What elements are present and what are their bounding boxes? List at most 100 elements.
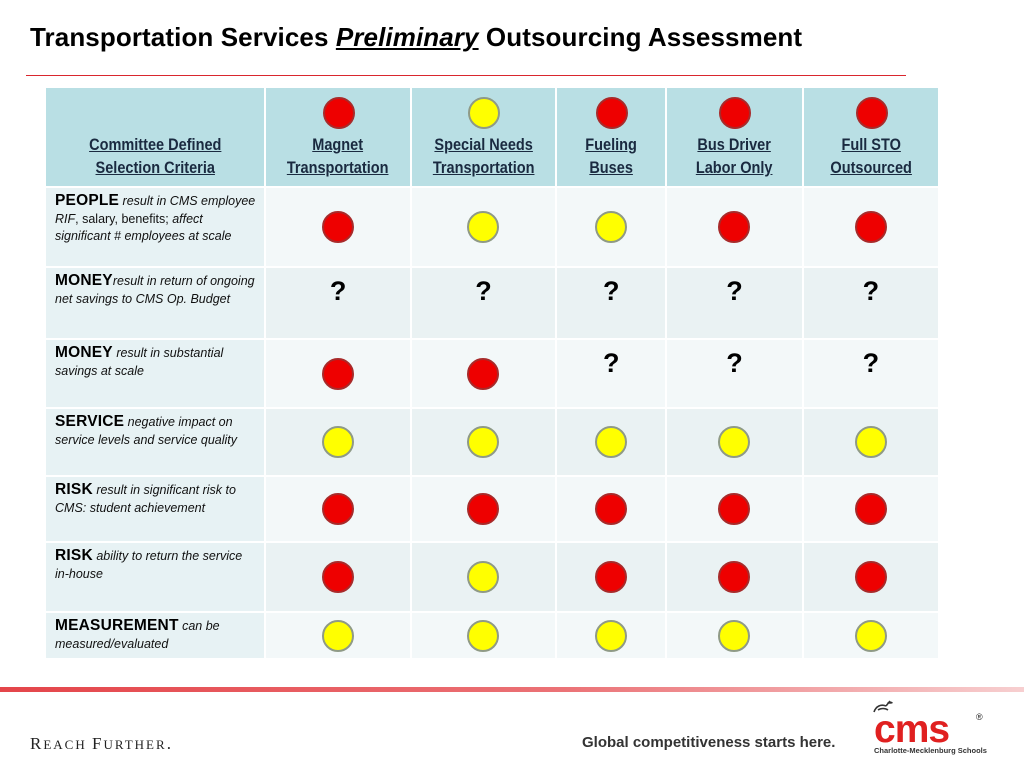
unknown-rating: ? [726,348,743,378]
unknown-rating: ? [602,348,620,378]
rating-cell [266,477,410,541]
criteria-header-line-2: Selection Criteria [95,159,215,177]
criterion-description: result in return of ongoing net savings … [55,274,255,306]
criterion-description: ability to return the service in-house [55,549,243,581]
status-dot-yellow [322,619,355,652]
status-dot-red [322,493,355,525]
rating-cell [803,409,938,475]
rating-cell: ? [667,340,802,407]
status-dot-yellow [467,211,500,243]
status-dot-yellow [718,426,751,458]
criteria-column-header: Committee Defined Selection Criteria [46,88,265,186]
assessment-table: Committee Defined Selection Criteria Mag… [44,86,940,660]
status-dot-yellow [467,561,500,593]
column-label-line-1: Magnet [312,136,364,154]
criteria-header-line-1: Committee Defined [89,136,222,154]
column-header-full-sto: Full STO Outsourced [803,88,938,186]
rating-cell [266,543,410,611]
column-label-line-1: Full STO [841,136,901,154]
status-dot-red [854,211,887,243]
rating-cell [803,188,938,266]
status-dot-red [595,561,628,593]
rating-cell: ? [803,268,938,338]
status-dot-red [595,493,628,525]
status-dot-red [718,493,751,525]
criterion-measurement: MEASUREMENT can be measured/evaluated [46,613,265,658]
rating-cell [411,340,556,407]
column-header-bus-driver: Bus Driver Labor Only [667,88,802,186]
criterion-risk-return: RISK ability to return the service in-ho… [46,543,265,611]
criterion-money-return: MONEYresult in return of ongoing net sav… [46,268,265,338]
criterion-keyword: MONEY [55,272,113,289]
page-title: Transportation Services Preliminary Outs… [30,22,1010,53]
rating-cell [411,188,556,266]
status-dot-red [467,493,500,525]
rating-cell [803,543,938,611]
status-dot-yellow [854,619,887,652]
rating-cell [803,477,938,541]
tagline-cap: F [91,734,104,753]
table-row: RISK result in significant risk to CMS: … [46,477,938,541]
apple-icon [873,700,893,713]
tagline-cap: R [30,734,44,753]
status-dot-yellow [595,211,628,243]
status-dot-red [719,97,752,129]
rating-cell [667,409,802,475]
status-dot-yellow [595,619,628,652]
column-header-fueling: Fueling Buses [557,88,666,186]
column-label-line-2: Transportation [432,159,535,177]
rating-cell [667,613,802,658]
rating-cell [411,613,556,658]
tagline-small: EACH [43,737,92,752]
rating-cell: ? [411,268,556,338]
status-dot-red [718,561,751,593]
rating-cell [557,409,666,475]
rating-cell [803,613,938,658]
table-row: SERVICE negative impact on service level… [46,409,938,475]
status-dot-red [718,211,751,243]
status-dot-red [854,493,887,525]
criterion-money-savings: MONEY result in substantial savings at s… [46,340,265,407]
rating-cell [667,477,802,541]
column-header-special-needs: Special Needs Transportation [411,88,556,186]
status-dot-red [854,561,887,593]
rating-cell [411,409,556,475]
rating-cell: ? [557,340,666,407]
column-label-line-1: Fueling [585,136,638,154]
status-dot-red [855,97,888,129]
column-label-line-2: Outsourced [830,159,912,177]
rating-cell [266,188,410,266]
rating-cell: ? [667,268,802,338]
criterion-description-plain: , salary, benefits; [75,211,173,226]
title-divider [26,75,906,76]
rating-cell: ? [557,268,666,338]
rating-cell [411,543,556,611]
criterion-keyword: MONEY [55,344,113,361]
table-row: RISK ability to return the service in-ho… [46,543,938,611]
criterion-description: negative impact on service levels and se… [55,415,238,447]
criterion-keyword: MEASUREMENT [55,617,179,634]
criterion-description: result in substantial savings at scale [55,346,224,378]
status-dot-yellow [468,97,501,129]
registered-mark: ® [976,712,983,722]
logo-letters: cms [874,708,950,751]
rating-cell [557,188,666,266]
rating-cell [557,613,666,658]
criterion-description: result in CMS employee RIF [55,194,256,226]
criterion-keyword: SERVICE [55,413,125,430]
criterion-risk-achievement: RISK result in significant risk to CMS: … [46,477,265,541]
criterion-service: SERVICE negative impact on service level… [46,409,265,475]
status-dot-yellow [854,426,887,458]
column-label-line-2: Transportation [287,159,389,177]
status-dot-red [322,561,355,593]
global-competitiveness-tagline: Global competitiveness starts here. [582,734,836,751]
reach-further-tagline: REACH FURTHER. [30,734,173,754]
footer-divider [0,687,1024,692]
criterion-description-cont: affect significant # employees at scale [55,211,232,244]
rating-cell [266,409,410,475]
status-dot-red [596,97,629,129]
rating-cell [266,340,410,407]
status-dot-red [323,97,356,129]
rating-cell [667,543,802,611]
table-row: MEASUREMENT can be measured/evaluated [46,613,938,658]
